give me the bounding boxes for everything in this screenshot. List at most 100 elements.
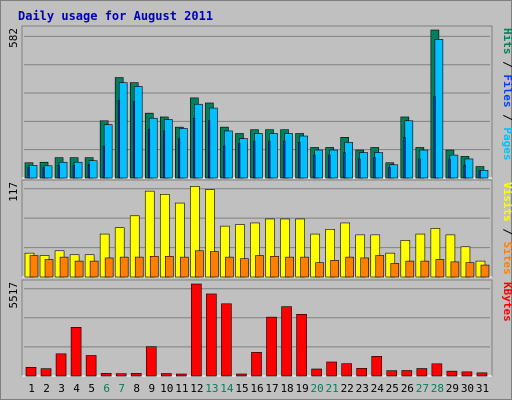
bar-pages	[224, 130, 233, 179]
x-tick-label: 27	[416, 382, 429, 395]
bar-files	[102, 145, 105, 179]
bar-files	[358, 158, 361, 179]
x-tick-label: 3	[58, 382, 65, 395]
bar-sites	[255, 255, 264, 278]
bar-kbytes	[356, 368, 368, 377]
bar-pages	[209, 107, 218, 179]
bar-files	[238, 143, 241, 179]
bar-kbytes	[40, 368, 52, 377]
x-tick-label: 12	[190, 382, 203, 395]
bar-kbytes	[446, 370, 458, 377]
bar-visits	[265, 218, 275, 278]
bar-sites	[74, 260, 84, 278]
bar-pages	[118, 82, 128, 179]
x-tick-label: 8	[133, 382, 140, 395]
bar-pages	[329, 149, 338, 179]
x-tick-label: 6	[103, 382, 110, 395]
bar-sites	[435, 259, 445, 278]
bar-files	[283, 140, 286, 179]
bar-visits	[295, 218, 305, 278]
bar-visits	[325, 229, 335, 278]
bar-pages	[449, 154, 459, 179]
bar-visits	[144, 190, 155, 278]
bar-sites	[420, 260, 430, 278]
bar-visits	[460, 246, 471, 278]
bar-sites	[240, 258, 249, 278]
x-tick-label: 19	[295, 382, 308, 395]
bar-pages	[58, 161, 68, 179]
bar-files	[478, 170, 481, 179]
bar-pages	[479, 170, 489, 179]
legend-separator: /	[501, 222, 512, 242]
x-tick-label: 22	[341, 382, 354, 395]
bar-sites	[450, 261, 460, 278]
bar-files	[298, 142, 301, 179]
bar-files	[72, 164, 75, 179]
bar-sites	[285, 256, 294, 278]
bar-kbytes	[115, 373, 127, 377]
bar-visits	[280, 218, 290, 278]
bar-sites	[104, 257, 114, 278]
bar-kbytes	[176, 373, 187, 377]
bar-pages	[299, 135, 308, 179]
x-tick-label: 13	[205, 382, 218, 395]
x-tick-label: 26	[401, 382, 414, 395]
bar-visits	[205, 189, 215, 278]
bar-kbytes	[431, 363, 443, 377]
bar-visits	[99, 233, 110, 278]
bar-files	[42, 167, 45, 179]
x-tick-label: 30	[461, 382, 474, 395]
bar-pages	[28, 164, 38, 179]
bar-kbytes	[311, 368, 322, 377]
bar-pages	[103, 124, 113, 179]
bar-sites	[480, 264, 490, 278]
bar-kbytes	[206, 293, 217, 377]
bar-pages	[374, 152, 384, 179]
bar-pages	[434, 39, 444, 179]
bar-sites	[164, 256, 174, 278]
bar-files	[373, 157, 376, 179]
bar-kbytes	[236, 373, 247, 377]
bar-files	[343, 152, 346, 179]
bar-kbytes	[401, 370, 413, 377]
bar-visits	[235, 224, 245, 278]
bar-visits	[310, 233, 320, 278]
legend-entry-kbytes: KBytes	[501, 282, 512, 322]
bar-pages	[73, 161, 83, 179]
legend-entry-pages: Pages	[501, 127, 512, 160]
bar-sites	[180, 256, 189, 278]
legend-entry-files: Files	[501, 74, 512, 107]
bar-files	[132, 101, 136, 179]
bar-kbytes	[281, 306, 292, 377]
legend-pages-files-hits: Hits / Files / Pages	[501, 28, 512, 161]
bar-kbytes	[221, 303, 232, 377]
bar-pages	[269, 133, 278, 179]
bar-files	[57, 164, 60, 179]
bar-files	[313, 154, 316, 179]
bar-sites	[465, 262, 475, 278]
x-tick-label: 17	[265, 382, 278, 395]
legend-entry-hits: Hits	[501, 28, 512, 55]
x-tick-label: 10	[160, 382, 173, 395]
bar-files	[117, 100, 120, 179]
bar-kbytes	[100, 373, 112, 377]
legend-separator: /	[501, 55, 512, 75]
y-max-label-kbytes: 5517	[7, 282, 20, 309]
bar-visits	[250, 222, 260, 278]
bar-visits	[159, 194, 170, 278]
bar-sites	[270, 256, 279, 278]
bar-visits	[340, 222, 350, 278]
legend-kbytes: KBytes	[501, 282, 512, 322]
bar-kbytes	[55, 353, 67, 377]
x-tick-label: 23	[356, 382, 369, 395]
bar-files	[162, 130, 166, 179]
bar-sites	[315, 262, 324, 278]
bar-pages	[254, 133, 263, 179]
bar-kbytes	[70, 327, 82, 377]
bar-kbytes	[341, 363, 352, 377]
legend-entry-visits: Visits	[501, 182, 512, 222]
bar-kbytes	[371, 356, 383, 377]
bar-files	[208, 120, 211, 179]
bar-kbytes	[160, 373, 172, 377]
